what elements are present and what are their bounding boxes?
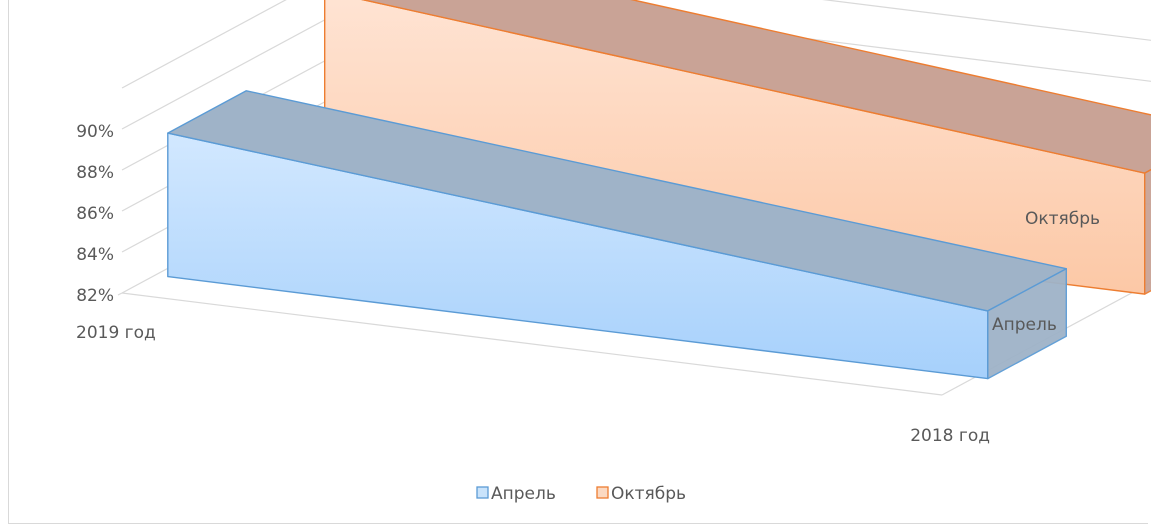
floor-front-edge	[121, 292, 943, 396]
category-label: 2019 год	[76, 323, 156, 343]
series-october-end-face	[1143, 168, 1151, 295]
category-label: 2018 год	[910, 426, 990, 446]
series-april	[167, 90, 1068, 380]
series-axis-label: Октябрь	[1025, 209, 1100, 229]
legend-label: Апрель	[491, 484, 556, 504]
legend-item: Апрель	[476, 484, 556, 504]
y-tick-label: 84%	[76, 245, 114, 265]
legend-swatch	[476, 486, 489, 499]
y-tick-label: 88%	[76, 163, 114, 183]
series-ribbons	[167, 0, 1151, 380]
series-axis-label: Апрель	[992, 315, 1057, 335]
gridline	[121, 0, 1151, 130]
y-tick-label: 82%	[76, 286, 114, 306]
gridline	[121, 0, 287, 89]
chart-frame	[8, 0, 1148, 524]
legend-swatch	[596, 486, 609, 499]
legend-label: Октябрь	[611, 484, 686, 504]
axes	[117, 292, 123, 296]
series-october	[324, 0, 1151, 295]
legend: Апрель Октябрь	[476, 484, 686, 504]
legend-item: Октябрь	[596, 484, 686, 504]
y-tick-label: 86%	[76, 204, 114, 224]
axis-labels: 82% 84% 86% 88% 90% 2019 год 2018 год Апрель Окт…	[76, 122, 1100, 446]
y-tick-label: 90%	[76, 122, 114, 142]
series-april-end-face	[987, 268, 1068, 380]
axis-tick	[117, 292, 123, 296]
series-october-top-face	[361, 0, 1151, 174]
